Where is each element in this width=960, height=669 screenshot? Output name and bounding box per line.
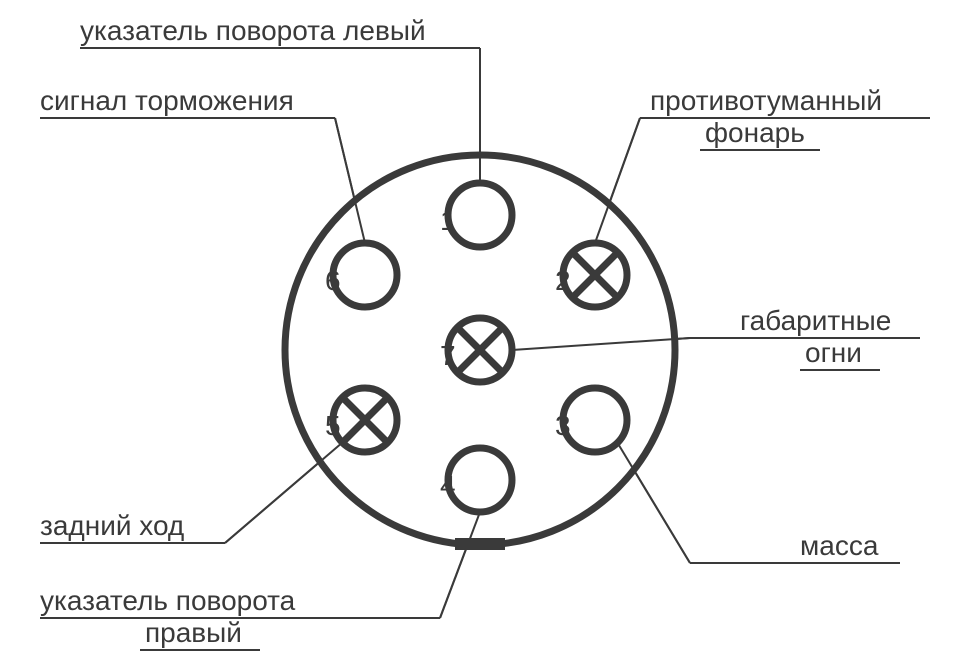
label-text-right-turn-line2: правый [145,617,242,648]
pin-3 [563,388,627,452]
label-text-ground: масса [800,530,879,561]
label-text-right-turn: указатель поворота [40,585,296,616]
label-text-fog-lamp-line2: фонарь [705,117,805,148]
pin-6 [333,243,397,307]
connector-diagram: 1 2 3 4 5 6 7 указатель поворота левый сигнал то… [0,0,960,669]
pin-number-3: 3 [555,410,571,441]
pin-number-6: 6 [325,265,341,296]
connector-key-notch [455,538,505,550]
pin-number-4: 4 [440,470,456,501]
label-text-left-turn: указатель поворота левый [80,15,426,46]
label-text-fog-lamp: противотуманный [650,85,882,116]
label-text-brake: сигнал торможения [40,85,294,116]
label-text-side-lights: габаритные [740,305,891,336]
label-text-side-lights-line2: огни [805,337,862,368]
pin-4 [448,448,512,512]
pin-number-5: 5 [325,410,341,441]
pin-number-2: 2 [555,265,571,296]
pin-number-7: 7 [440,340,456,371]
pin-1 [448,183,512,247]
pin-number-1: 1 [440,205,456,236]
label-text-reverse: задний ход [40,510,184,541]
